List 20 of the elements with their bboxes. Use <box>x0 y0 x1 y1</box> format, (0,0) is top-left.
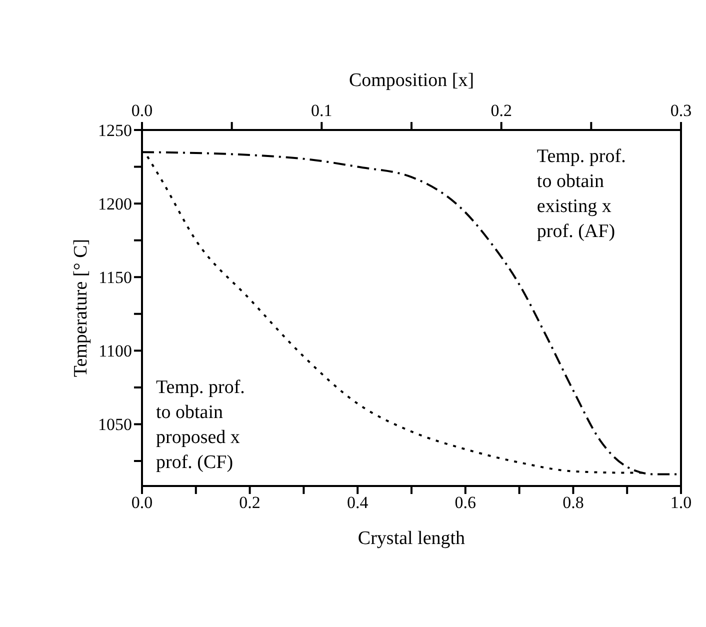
x2-tick-label: 0.3 <box>670 101 692 120</box>
x2-axis-title: Composition [x] <box>348 70 474 91</box>
x-tick-label: 0.0 <box>131 493 153 512</box>
x-tick-label: 0.4 <box>346 493 369 512</box>
y-tick-label: 1100 <box>98 342 132 361</box>
x2-tick-label: 0.2 <box>490 101 512 120</box>
annotation: Temp. prof. to obtain existing x prof. (AF) <box>536 145 627 244</box>
x-axis-title: Crystal length <box>358 528 466 549</box>
y-tick-label: 1150 <box>98 268 132 288</box>
x2-tick-label: 0.1 <box>311 101 332 120</box>
x-tick-label: 1.0 <box>670 493 692 512</box>
x-tick-label: 0.6 <box>454 493 476 512</box>
y-tick-label: 1050 <box>98 415 132 434</box>
y-axis-title: Temperature [° C] <box>70 238 92 378</box>
x-tick-label: 0.8 <box>562 493 584 512</box>
y-tick-label: 1200 <box>98 194 132 214</box>
x2-tick-label: 0.0 <box>131 101 153 120</box>
annotation: Temp. prof. to obtain proposed x prof. (CF) <box>156 376 246 475</box>
x-tick-label: 0.2 <box>239 493 260 512</box>
y-tick-label: 1250 <box>98 121 132 140</box>
